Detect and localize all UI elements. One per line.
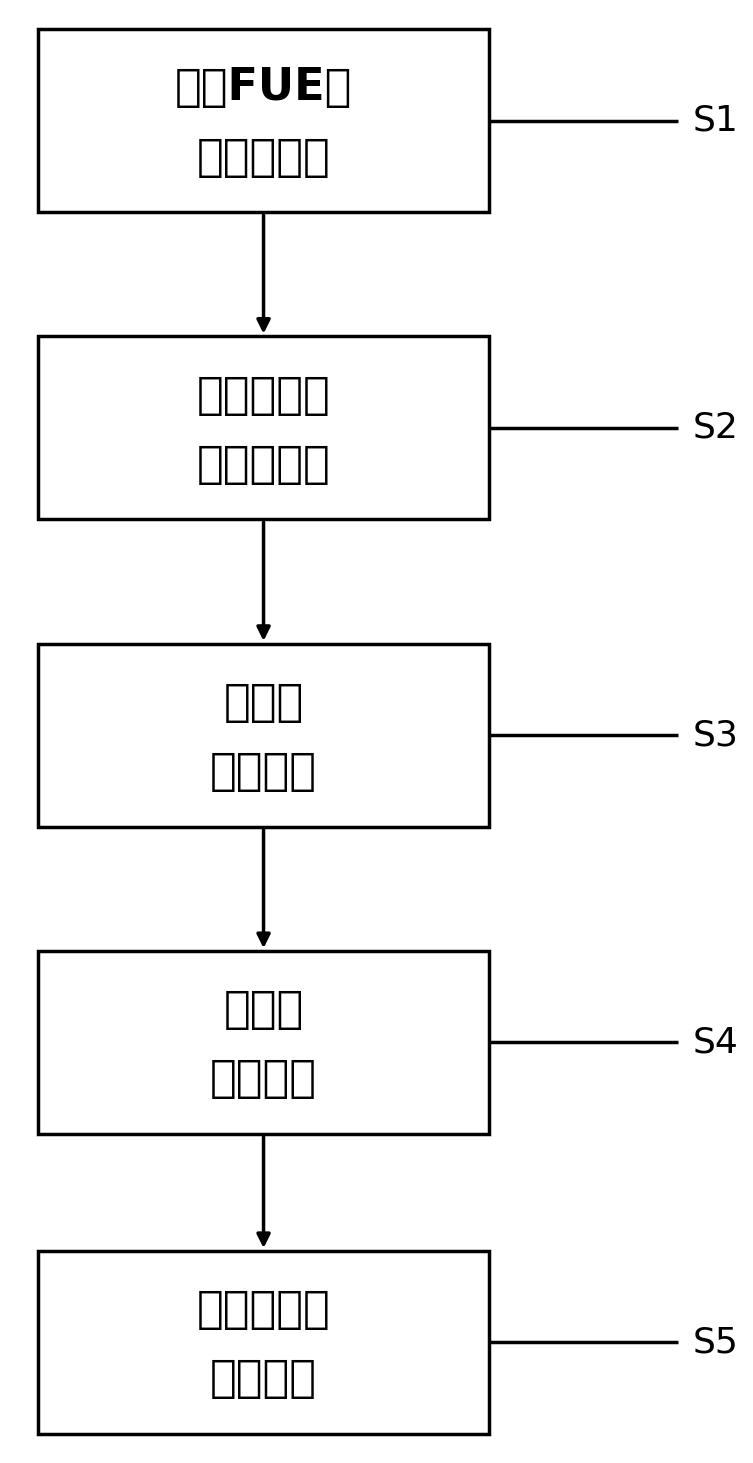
Bar bbox=[38, 951, 489, 1134]
Text: 电子显微镜: 电子显微镜 bbox=[197, 373, 331, 417]
Text: 进行灭活: 进行灭活 bbox=[210, 1058, 317, 1100]
Bar bbox=[38, 644, 489, 827]
Text: 对毛囊: 对毛囊 bbox=[224, 988, 303, 1031]
Text: S2: S2 bbox=[693, 411, 739, 445]
Text: 培养液: 培养液 bbox=[224, 680, 303, 724]
Text: 毛囊移植到: 毛囊移植到 bbox=[197, 1287, 331, 1331]
Bar bbox=[38, 1251, 489, 1434]
Text: 采用FUE技: 采用FUE技 bbox=[175, 66, 352, 110]
Text: 培养毛囊: 培养毛囊 bbox=[210, 751, 317, 793]
Text: 下分离毛囊: 下分离毛囊 bbox=[197, 443, 331, 486]
Bar bbox=[38, 29, 489, 212]
Text: 白斑区域: 白斑区域 bbox=[210, 1358, 317, 1400]
Text: S5: S5 bbox=[693, 1325, 739, 1359]
Bar bbox=[38, 336, 489, 519]
Text: S1: S1 bbox=[693, 104, 739, 138]
Text: S3: S3 bbox=[693, 718, 739, 752]
Text: S4: S4 bbox=[693, 1026, 739, 1059]
Text: 术提取毛囊: 术提取毛囊 bbox=[197, 136, 331, 178]
